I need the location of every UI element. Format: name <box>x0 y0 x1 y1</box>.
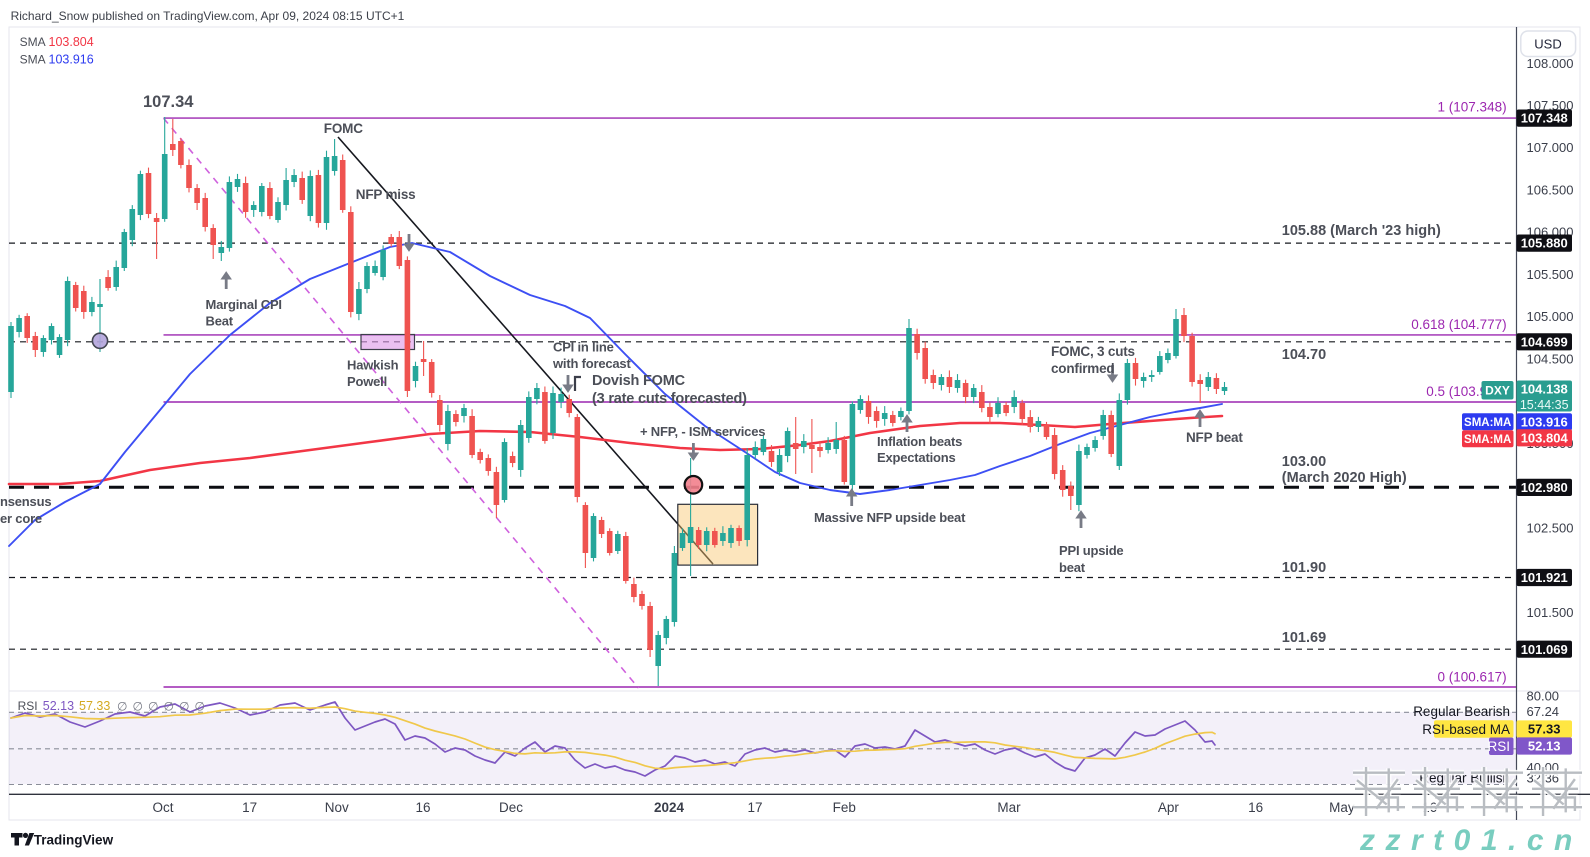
svg-text:SMA:MA: SMA:MA <box>1464 434 1511 446</box>
svg-text:107.500: 107.500 <box>1527 98 1574 113</box>
svg-text:0.618 (104.777): 0.618 (104.777) <box>1411 317 1506 332</box>
svg-text:108.000: 108.000 <box>1527 56 1574 71</box>
svg-text:∅: ∅ <box>179 700 189 714</box>
svg-text:beat: beat <box>1059 560 1086 575</box>
svg-text:Expectations: Expectations <box>877 450 956 465</box>
svg-text:Dovish FOMC: Dovish FOMC <box>592 373 686 389</box>
svg-text:FOMC, 3 cuts: FOMC, 3 cuts <box>1051 344 1135 359</box>
svg-text:nsensus: nsensus <box>0 494 51 509</box>
svg-text:80.00: 80.00 <box>1527 688 1560 703</box>
svg-text:TradingView: TradingView <box>34 833 114 848</box>
svg-text:CPI in line: CPI in line <box>553 340 614 355</box>
svg-text:67.24: 67.24 <box>1527 704 1560 719</box>
svg-text:FOMC: FOMC <box>324 121 363 136</box>
svg-text:103.916: 103.916 <box>1521 414 1568 429</box>
svg-text:57.33: 57.33 <box>1528 722 1561 737</box>
svg-text:PPI upside: PPI upside <box>1059 543 1123 558</box>
svg-text:0 (100.617): 0 (100.617) <box>1438 670 1507 685</box>
svg-text:101.500: 101.500 <box>1527 605 1574 620</box>
svg-text:Beat: Beat <box>206 314 234 329</box>
svg-text:57.33: 57.33 <box>79 699 110 713</box>
svg-text:Powell: Powell <box>347 374 387 389</box>
svg-text:(3 rate cuts forecasted): (3 rate cuts forecasted) <box>592 391 747 407</box>
svg-text:103.916: 103.916 <box>49 53 94 67</box>
svg-text:∅: ∅ <box>133 700 143 714</box>
svg-text:101.069: 101.069 <box>1521 642 1568 657</box>
svg-text:Dec: Dec <box>499 800 523 815</box>
svg-text:16: 16 <box>1248 800 1263 815</box>
svg-text:with forecast: with forecast <box>552 356 631 371</box>
svg-text:RSI-based MA: RSI-based MA <box>1422 722 1510 737</box>
svg-text:107.34: 107.34 <box>143 93 194 111</box>
svg-text:May: May <box>1329 800 1355 815</box>
svg-text:16: 16 <box>415 800 430 815</box>
svg-text:52.13: 52.13 <box>43 699 74 713</box>
svg-text:106.500: 106.500 <box>1527 182 1574 197</box>
svg-text:104.138: 104.138 <box>1521 381 1568 396</box>
svg-text:101.69: 101.69 <box>1282 630 1326 646</box>
svg-text:104.500: 104.500 <box>1527 351 1574 366</box>
svg-text:NFP miss: NFP miss <box>356 187 416 202</box>
svg-text:103.804: 103.804 <box>49 35 94 49</box>
svg-text:NFP beat: NFP beat <box>1186 430 1243 445</box>
svg-text:1 (107.348): 1 (107.348) <box>1438 100 1507 115</box>
svg-text:SMA: SMA <box>20 35 46 49</box>
svg-text:SMA:MA: SMA:MA <box>1464 417 1511 429</box>
svg-text:Nov: Nov <box>325 800 349 815</box>
svg-text:(March 2020 High): (March 2020 High) <box>1282 470 1407 486</box>
svg-text:105.880: 105.880 <box>1521 236 1568 251</box>
svg-text:17: 17 <box>242 800 257 815</box>
svg-text:Apr: Apr <box>1158 800 1180 815</box>
svg-text:52.13: 52.13 <box>1528 739 1561 754</box>
svg-text:Richard_Snow published on Trad: Richard_Snow published on TradingView.co… <box>11 9 405 23</box>
svg-text:17: 17 <box>747 800 762 815</box>
svg-text:USD: USD <box>1534 37 1561 52</box>
svg-text:Inflation beats: Inflation beats <box>877 434 962 449</box>
svg-text:zzrt01.cn: zzrt01.cn <box>1359 824 1583 857</box>
svg-text:15:44:35: 15:44:35 <box>1520 398 1569 412</box>
svg-text:Marginal CPI: Marginal CPI <box>206 297 282 312</box>
svg-text:RSI: RSI <box>1487 739 1510 754</box>
svg-text:SMA: SMA <box>20 53 46 67</box>
svg-text:105.500: 105.500 <box>1527 267 1574 282</box>
svg-text:∅: ∅ <box>117 700 127 714</box>
svg-text:101.90: 101.90 <box>1282 560 1326 576</box>
svg-text:∅: ∅ <box>148 700 158 714</box>
svg-text:2024: 2024 <box>654 800 685 815</box>
svg-text:102.500: 102.500 <box>1527 520 1574 535</box>
svg-text:Oct: Oct <box>152 800 173 815</box>
svg-text:105.000: 105.000 <box>1527 309 1574 324</box>
svg-text:103.00: 103.00 <box>1282 454 1326 470</box>
svg-text:104.699: 104.699 <box>1521 334 1568 349</box>
svg-text:er core: er core <box>0 511 42 526</box>
svg-text:RSI: RSI <box>18 699 38 713</box>
svg-text:+ NFP, - ISM services: + NFP, - ISM services <box>640 424 765 439</box>
svg-text:105.88 (March '23 high): 105.88 (March '23 high) <box>1282 223 1441 239</box>
svg-text:Regular Bearish: Regular Bearish <box>1413 704 1510 719</box>
svg-text:Feb: Feb <box>833 800 856 815</box>
svg-text:101.921: 101.921 <box>1521 570 1568 585</box>
svg-text:DXY: DXY <box>1485 384 1510 398</box>
svg-text:Mar: Mar <box>997 800 1021 815</box>
svg-text:102.980: 102.980 <box>1521 480 1568 495</box>
svg-text:104.70: 104.70 <box>1282 347 1326 363</box>
svg-text:confirmed: confirmed <box>1051 361 1114 376</box>
svg-text:∅: ∅ <box>164 700 174 714</box>
svg-text:107.348: 107.348 <box>1521 111 1568 126</box>
svg-text:Hawkish: Hawkish <box>347 358 399 373</box>
svg-text:∅: ∅ <box>195 700 205 714</box>
svg-text:103.804: 103.804 <box>1521 430 1569 445</box>
svg-text:107.000: 107.000 <box>1527 140 1574 155</box>
svg-text:Massive NFP upside beat: Massive NFP upside beat <box>814 510 966 525</box>
